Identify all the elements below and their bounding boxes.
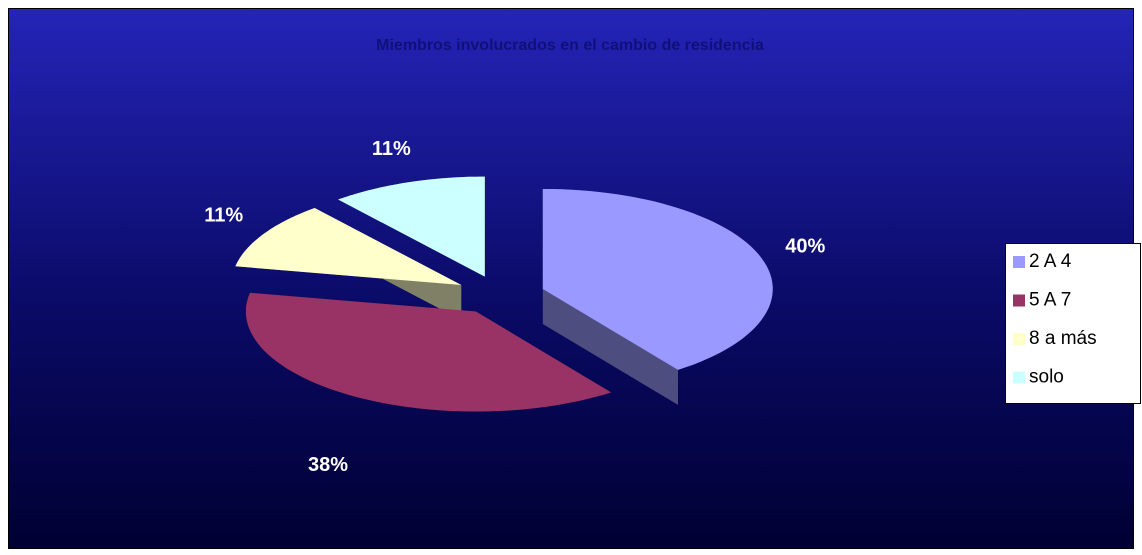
legend-label: 8 a más — [1029, 328, 1097, 349]
legend-swatch — [1013, 333, 1025, 345]
legend: 2 A 4 5 A 7 8 a más solo — [1005, 243, 1141, 404]
data-label: 38% — [308, 454, 348, 476]
data-label: 11% — [204, 205, 243, 227]
slice — [235, 208, 462, 285]
slice — [338, 176, 485, 277]
legend-swatch — [1013, 256, 1025, 268]
legend-swatch — [1013, 294, 1025, 307]
chart-title: Miembros involucrados en el cambio de re… — [376, 37, 764, 54]
legend-label: solo — [1029, 367, 1064, 388]
data-label: 11% — [372, 138, 411, 160]
slice — [542, 189, 773, 370]
data-labels: 40% 38% 11% 11% — [204, 138, 825, 476]
slice — [245, 292, 612, 412]
data-label: 40% — [785, 235, 825, 257]
slice-tops — [235, 176, 773, 412]
legend-box — [1005, 243, 1141, 404]
legend-label: 2 A 4 — [1029, 251, 1072, 272]
legend-swatch — [1013, 371, 1025, 384]
legend-label: 5 A 7 — [1029, 290, 1071, 311]
